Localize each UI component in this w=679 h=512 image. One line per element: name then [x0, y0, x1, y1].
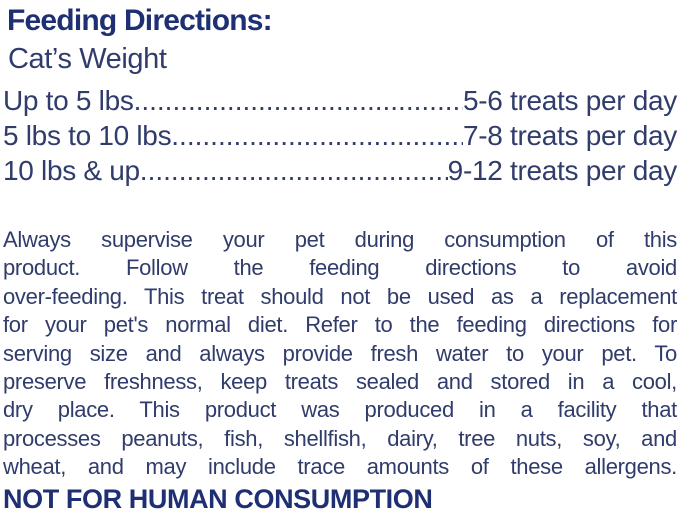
treats-per-day: 7-8 treats per day	[462, 120, 677, 151]
dot-leader: ........................................…	[133, 85, 463, 116]
paragraph-line: dry place. This product was produced in …	[3, 397, 677, 423]
paragraph-line: processes peanuts, fish, shellfish, dair…	[3, 425, 677, 451]
treats-per-day: 9-12 treats per day	[447, 155, 678, 186]
dot-leader: ........................................…	[171, 120, 463, 151]
dot-leader: ........................................…	[139, 155, 448, 186]
treats-per-day: 5-6 treats per day	[462, 85, 677, 116]
feeding-row-5-to-10lbs: 5 lbs to 10 lbs ........................…	[3, 118, 677, 153]
weight-range: 5 lbs to 10 lbs	[3, 120, 172, 151]
paragraph-line: serving size and always provide fresh wa…	[3, 340, 677, 366]
supervision-paragraph: Always supervise your pet during consump…	[3, 226, 677, 482]
paragraph-line: for your pet's normal diet. Refer to the…	[3, 312, 677, 338]
feeding-row-up-to-5lbs: Up to 5 lbs ............................…	[3, 83, 677, 118]
paragraph-line: over-feeding. This treat should not be u…	[3, 283, 677, 309]
weight-range: Up to 5 lbs	[3, 85, 134, 116]
paragraph-line: preserve freshness, keep treats sealed a…	[3, 369, 677, 395]
paragraph-line: wheat, and may include trace amounts of …	[3, 454, 677, 480]
paragraph-line: product. Follow the feeding directions t…	[3, 255, 677, 281]
feeding-table: Up to 5 lbs ............................…	[3, 83, 677, 188]
feeding-row-10lbs-and-up: 10 lbs & up ............................…	[3, 153, 677, 188]
paragraph-line: Always supervise your pet during consump…	[3, 227, 677, 252]
feeding-directions-title: Feeding Directions:	[7, 4, 273, 37]
not-for-human-consumption-warning: NOT FOR HUMAN CONSUMPTION	[3, 483, 433, 512]
cats-weight-subheading: Cat’s Weight	[8, 43, 167, 75]
weight-range: 10 lbs & up	[3, 155, 140, 186]
